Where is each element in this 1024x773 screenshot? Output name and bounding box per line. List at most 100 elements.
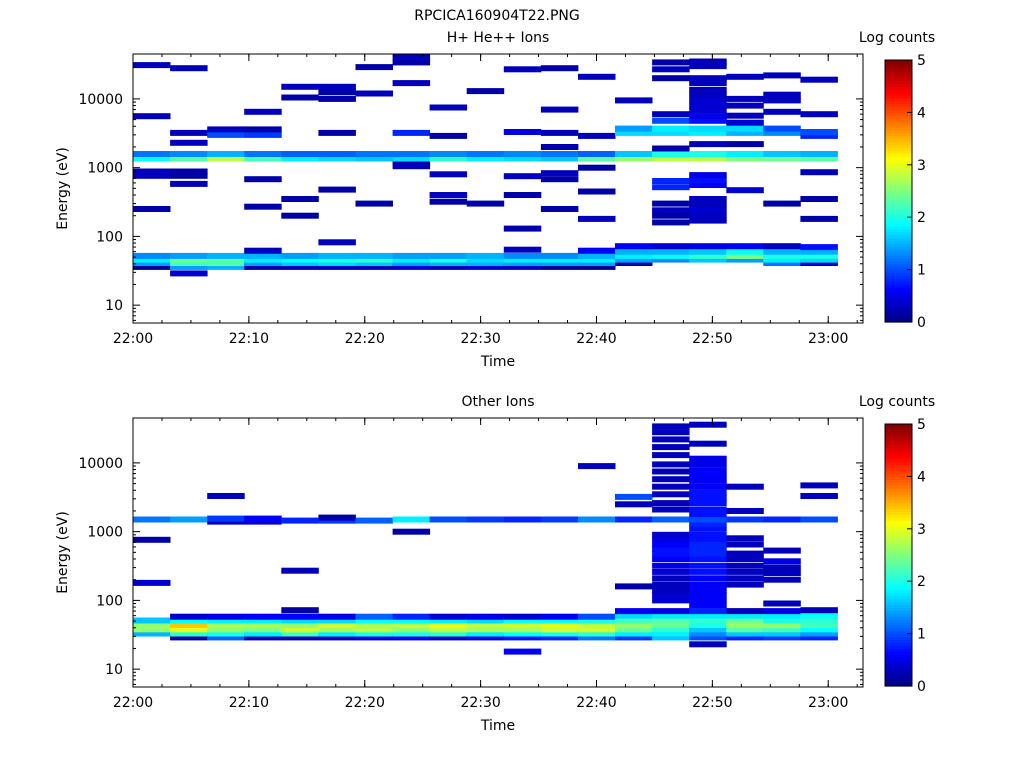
heatmap-cell (652, 546, 690, 552)
colorbar-step (885, 287, 912, 291)
heatmap-cell (615, 501, 653, 508)
heatmap-cell (318, 613, 356, 620)
heatmap-cell (652, 500, 690, 507)
colorbar-step (885, 301, 912, 306)
heatmap-cell (429, 630, 468, 637)
heatmap-cell (800, 482, 838, 489)
heatmap-cell (763, 617, 801, 624)
heatmap-cell (429, 256, 468, 263)
heatmap-cell (800, 76, 838, 83)
heatmap-cell (318, 95, 356, 102)
heatmap-cell (615, 630, 653, 637)
heatmap-cell (429, 634, 468, 641)
colorbar-step (885, 543, 912, 547)
heatmap-cell (133, 260, 171, 266)
heatmap-cell (281, 263, 319, 270)
heatmap-cell (540, 634, 579, 641)
heatmap-cell (726, 550, 764, 557)
heatmap-cell (503, 173, 542, 180)
heatmap-cell (578, 634, 616, 641)
heatmap-cell (429, 171, 468, 178)
heatmap-cell (689, 556, 727, 562)
heatmap-cell (763, 97, 801, 104)
colorbar-step (885, 240, 912, 244)
heatmap-cell (615, 583, 653, 590)
heatmap-cell (726, 617, 764, 624)
heatmap-cell (689, 612, 727, 619)
colorbar-step (885, 89, 912, 93)
heatmap-cell (578, 252, 616, 259)
colorbar-step (885, 633, 912, 638)
colorbar-step (885, 196, 912, 201)
x-tick-label: 22:40 (576, 695, 616, 711)
heatmap-cell (689, 506, 727, 513)
heatmap-cell (466, 151, 505, 157)
heatmap-cell (652, 75, 690, 82)
heatmap-cell (689, 256, 727, 263)
heatmap-cell (355, 517, 393, 524)
colorbar-step (885, 173, 912, 178)
colorbar-tick-label: 2 (917, 574, 926, 590)
heatmap-cell (170, 516, 208, 523)
heatmap-cell (763, 151, 801, 157)
colorbar-step (885, 659, 912, 664)
heatmap-cell (281, 260, 319, 266)
panel-title: Other Ions (461, 394, 534, 410)
colorbar-tick-label: 0 (917, 679, 926, 695)
heatmap-cell (540, 65, 579, 72)
heatmap-cell (207, 634, 245, 641)
heatmap-cell (207, 630, 245, 637)
heatmap-cell (763, 626, 801, 633)
colorbar-step (885, 581, 912, 585)
colorbar-step (885, 103, 912, 108)
colorbar-step (885, 619, 912, 623)
colorbar-step (885, 432, 912, 437)
heatmap-cell (689, 500, 727, 507)
heatmap-cell (170, 626, 208, 633)
heatmap-cell (689, 461, 727, 468)
heatmap-cell (652, 423, 690, 430)
heatmap-cell (652, 491, 690, 498)
heatmap-cell (503, 634, 542, 641)
heatmap-cell (763, 621, 801, 628)
heatmap-cell (318, 626, 356, 633)
heatmap-cell (652, 129, 690, 136)
heatmap-cell (170, 172, 208, 179)
heatmap-cell (466, 155, 505, 162)
colorbar-step (885, 522, 912, 527)
heatmap-cell (355, 634, 393, 641)
heatmap-cell (652, 541, 690, 548)
colorbar-step (885, 191, 912, 195)
colorbar-step (885, 557, 912, 562)
colorbar-step (885, 284, 912, 288)
heatmap-cell (615, 129, 653, 136)
heatmap-cell (540, 630, 579, 637)
heatmap-cell (652, 429, 690, 436)
heatmap-cell (652, 592, 690, 598)
colorbar-step (885, 499, 912, 504)
heatmap-cell (578, 263, 616, 270)
heatmap-cell (281, 617, 319, 624)
colorbar-step (885, 560, 912, 565)
colorbar-step (885, 488, 912, 492)
heatmap-cell (726, 621, 764, 628)
heatmap-cell (318, 263, 356, 270)
heatmap-cell (726, 541, 764, 548)
colorbar-step (885, 680, 912, 684)
heatmap-cell (503, 129, 542, 135)
heatmap-cell (726, 535, 764, 542)
heatmap-cell (652, 556, 690, 562)
colorbar-step (885, 636, 912, 641)
heatmap-cell (800, 626, 838, 633)
colorbar-step (885, 450, 912, 454)
colorbar-step (885, 677, 912, 681)
x-tick-label: 23:00 (808, 331, 848, 347)
heatmap-cell (615, 516, 653, 523)
heatmap-cell (652, 550, 690, 557)
heatmap-cell (578, 516, 616, 523)
heatmap-cell (689, 421, 727, 428)
colorbar-step (885, 202, 912, 207)
heatmap-cell (726, 634, 764, 641)
heatmap-cell (318, 634, 356, 641)
heatmap-cell (689, 97, 727, 104)
